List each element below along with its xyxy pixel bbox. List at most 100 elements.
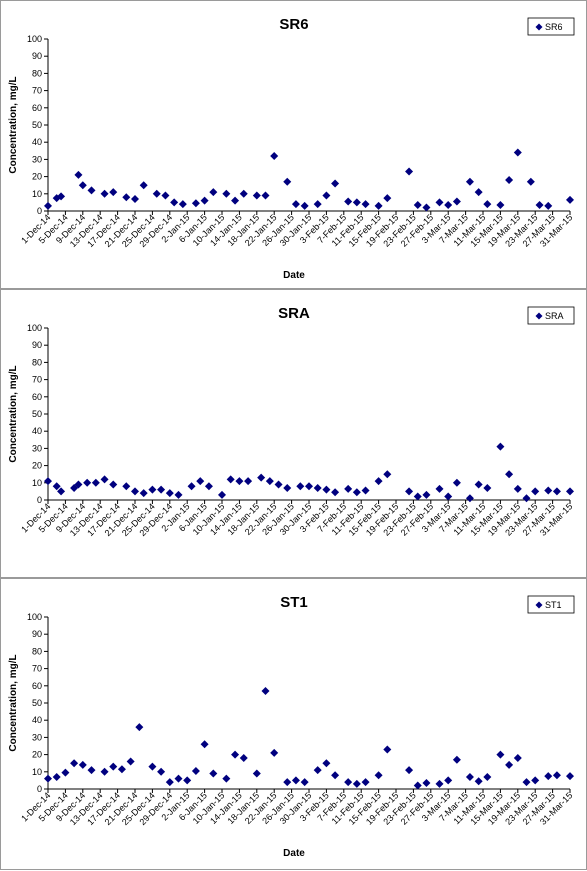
data-point — [204, 482, 213, 491]
data-point — [452, 478, 461, 487]
y-tick-label: 100 — [27, 323, 42, 333]
data-point — [291, 776, 300, 785]
data-point — [435, 484, 444, 493]
data-point — [422, 778, 431, 787]
y-tick-label: 80 — [32, 646, 42, 656]
data-point — [57, 192, 66, 201]
y-tick-label: 70 — [32, 86, 42, 96]
data-point — [148, 762, 157, 771]
data-point — [135, 723, 144, 732]
data-point — [183, 776, 192, 785]
data-point — [261, 686, 270, 695]
data-point — [422, 490, 431, 499]
y-tick-label: 0 — [37, 495, 42, 505]
data-point — [422, 203, 431, 212]
data-point — [148, 485, 157, 494]
data-point — [291, 200, 300, 209]
data-point — [566, 772, 574, 781]
data-point — [109, 480, 118, 489]
y-tick-label: 40 — [32, 715, 42, 725]
data-point — [322, 759, 331, 768]
y-tick-label: 30 — [32, 443, 42, 453]
data-point — [239, 189, 248, 198]
y-tick-label: 50 — [32, 698, 42, 708]
y-tick-label: 20 — [32, 750, 42, 760]
data-point — [300, 201, 309, 210]
legend-label: SR6 — [545, 22, 563, 32]
data-point — [496, 200, 505, 209]
data-point — [270, 748, 279, 757]
chart-st1: ST101020304050607080901001-Dec-145-Dec-1… — [8, 594, 575, 859]
chart-panel-st1: ST1 0 10 20 30 40 50 60 70 80 90 100 1-Dec-14 5-Dec-1… — [0, 578, 587, 870]
data-point — [117, 765, 126, 774]
data-point — [413, 200, 422, 209]
data-point — [209, 188, 218, 197]
data-point — [566, 195, 574, 204]
legend-marker-icon — [535, 312, 543, 320]
data-point — [44, 774, 52, 783]
data-point — [57, 487, 66, 496]
data-point — [100, 475, 109, 484]
data-point — [200, 740, 209, 749]
data-point — [513, 148, 522, 157]
data-point — [413, 492, 422, 501]
data-point — [191, 199, 200, 208]
data-point — [235, 477, 244, 486]
y-tick-label: 90 — [32, 340, 42, 350]
legend-marker-icon — [535, 601, 543, 609]
data-point — [522, 778, 531, 787]
data-point — [452, 197, 461, 206]
y-tick-label: 0 — [37, 784, 42, 794]
data-point — [331, 488, 340, 497]
data-point — [270, 151, 279, 160]
data-point — [100, 189, 109, 198]
data-point — [435, 779, 444, 788]
data-point — [83, 478, 92, 487]
y-tick-label: 60 — [32, 103, 42, 113]
data-point — [374, 201, 383, 210]
y-tick-label: 0 — [37, 206, 42, 216]
y-tick-label: 10 — [32, 478, 42, 488]
y-tick-label: 10 — [32, 767, 42, 777]
data-point — [322, 191, 331, 200]
data-point — [196, 477, 205, 486]
data-point — [300, 778, 309, 787]
data-point — [496, 442, 505, 451]
data-point — [535, 200, 544, 209]
y-tick-label: 100 — [27, 34, 42, 44]
data-point — [483, 200, 492, 209]
data-point — [405, 487, 414, 496]
chart-sr6: SR601020304050607080901001-Dec-145-Dec-1… — [8, 16, 574, 281]
data-point — [283, 778, 292, 787]
data-point — [139, 489, 148, 498]
data-point — [78, 181, 87, 190]
data-point — [187, 482, 196, 491]
data-point — [313, 483, 322, 492]
data-point — [265, 477, 274, 486]
data-point — [444, 492, 453, 501]
data-point — [413, 781, 422, 790]
data-point — [231, 750, 240, 759]
data-point — [91, 478, 100, 487]
y-tick-label: 50 — [32, 409, 42, 419]
data-point — [244, 477, 253, 486]
data-point — [87, 186, 96, 195]
data-point — [344, 778, 353, 787]
x-axis-title: Date — [283, 848, 305, 859]
y-axis-title: Concentration, mg/L — [8, 654, 19, 751]
y-tick-label: 10 — [32, 189, 42, 199]
data-point — [283, 483, 292, 492]
legend: ST1 — [527, 595, 575, 614]
data-point — [444, 200, 453, 209]
data-point — [126, 757, 135, 766]
data-point — [505, 176, 514, 185]
data-point — [74, 480, 83, 489]
data-point — [531, 776, 540, 785]
chart-sra: SRA01020304050607080901001-Dec-145-Dec-1… — [8, 305, 574, 538]
data-point — [174, 774, 183, 783]
data-point — [44, 201, 52, 210]
chart-title: SR6 — [279, 16, 308, 33]
data-point — [257, 473, 266, 482]
data-point — [552, 487, 561, 496]
data-point — [383, 470, 392, 479]
